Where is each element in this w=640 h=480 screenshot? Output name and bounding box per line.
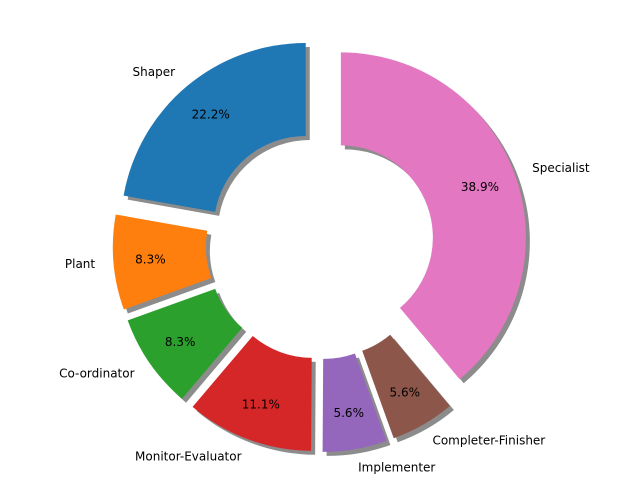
slice-monitor-evaluator [192, 335, 312, 451]
category-label-completer-finisher: Completer-Finisher [432, 434, 545, 448]
slice-specialist [340, 52, 526, 380]
slice-co-ordinator [127, 288, 243, 399]
percent-label-shaper: 22.2% [192, 108, 230, 122]
category-label-implementer: Implementer [358, 460, 435, 474]
label-layer: Shaper 22.2% Plant 8.3% Co-ordinator 8.3% Moni… [59, 65, 590, 474]
slice-layer [112, 42, 526, 452]
percent-label-plant: 8.3% [135, 252, 166, 266]
slice-implementer [322, 353, 387, 452]
percent-label-monitor-evaluator: 11.1% [242, 398, 280, 412]
percent-label-co-ordinator: 8.3% [165, 335, 196, 349]
category-label-co-ordinator: Co-ordinator [59, 367, 135, 381]
slice-plant [112, 214, 212, 310]
percent-label-implementer: 5.6% [333, 406, 364, 420]
category-label-plant: Plant [65, 257, 96, 271]
percent-label-specialist: 38.9% [461, 180, 499, 194]
slice-completer-finisher [362, 334, 450, 439]
category-label-specialist: Specialist [532, 161, 590, 175]
percent-label-completer-finisher: 5.6% [390, 386, 421, 400]
slice-shaper [123, 42, 306, 212]
category-label-shaper: Shaper [133, 65, 176, 79]
category-label-monitor-evaluator: Monitor-Evaluator [135, 450, 242, 464]
